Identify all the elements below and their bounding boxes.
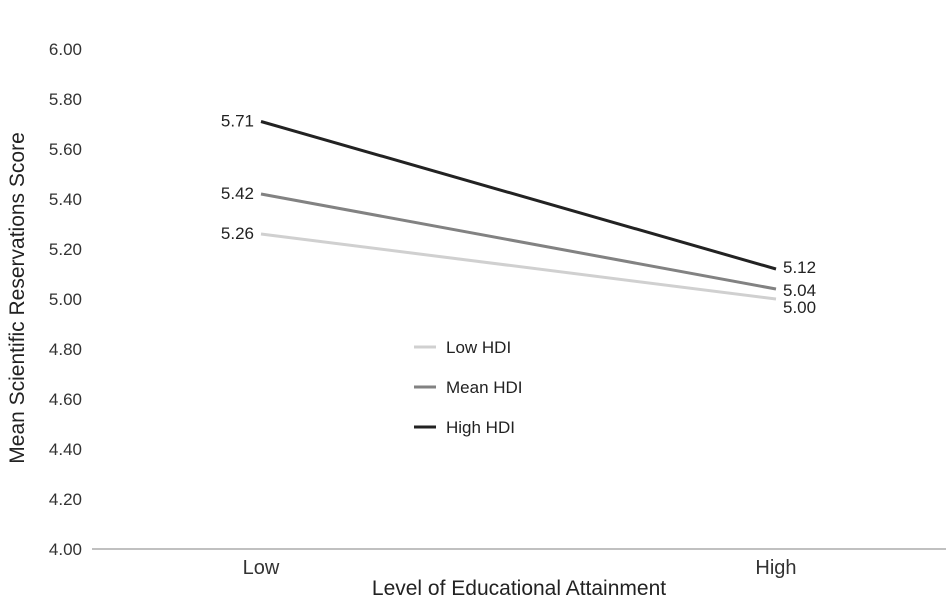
y-tick-label: 5.00 bbox=[49, 290, 82, 309]
x-axis-categories: Low High bbox=[243, 557, 797, 579]
data-label: 5.12 bbox=[783, 258, 816, 277]
legend-label: High HDI bbox=[446, 418, 515, 437]
y-axis-title: Mean Scientific Reservations Score bbox=[6, 132, 29, 463]
data-label: 5.04 bbox=[783, 281, 816, 300]
data-labels: 5.26 5.00 5.42 5.04 5.71 5.12 bbox=[221, 112, 816, 318]
y-tick-label: 4.00 bbox=[49, 540, 82, 559]
data-label: 5.71 bbox=[221, 112, 254, 131]
data-label: 5.00 bbox=[783, 298, 816, 317]
series-line-high-hdi bbox=[260, 120, 777, 271]
legend-label: Low HDI bbox=[446, 338, 511, 357]
series-lines bbox=[260, 120, 777, 301]
data-label: 5.42 bbox=[221, 184, 254, 203]
y-tick-label: 4.80 bbox=[49, 340, 82, 359]
y-tick-label: 5.20 bbox=[49, 240, 82, 259]
x-category-label: Low bbox=[243, 557, 280, 579]
y-tick-label: 5.80 bbox=[49, 90, 82, 109]
y-tick-label: 5.60 bbox=[49, 140, 82, 159]
y-axis-ticks: 4.00 4.20 4.40 4.60 4.80 5.00 5.20 5.40 5.60 5.80… bbox=[49, 40, 82, 559]
y-tick-label: 4.20 bbox=[49, 490, 82, 509]
x-category-label: High bbox=[755, 557, 796, 579]
y-tick-label: 6.00 bbox=[49, 40, 82, 59]
y-tick-label: 4.60 bbox=[49, 390, 82, 409]
series-line-mean-hdi bbox=[260, 192, 777, 291]
series-line-low-hdi bbox=[260, 232, 777, 301]
y-tick-label: 4.40 bbox=[49, 440, 82, 459]
x-axis-title: Level of Educational Attainment bbox=[372, 577, 666, 600]
legend-label: Mean HDI bbox=[446, 378, 523, 397]
legend: Low HDI Mean HDI High HDI bbox=[414, 338, 523, 437]
data-label: 5.26 bbox=[221, 224, 254, 243]
y-tick-label: 5.40 bbox=[49, 190, 82, 209]
